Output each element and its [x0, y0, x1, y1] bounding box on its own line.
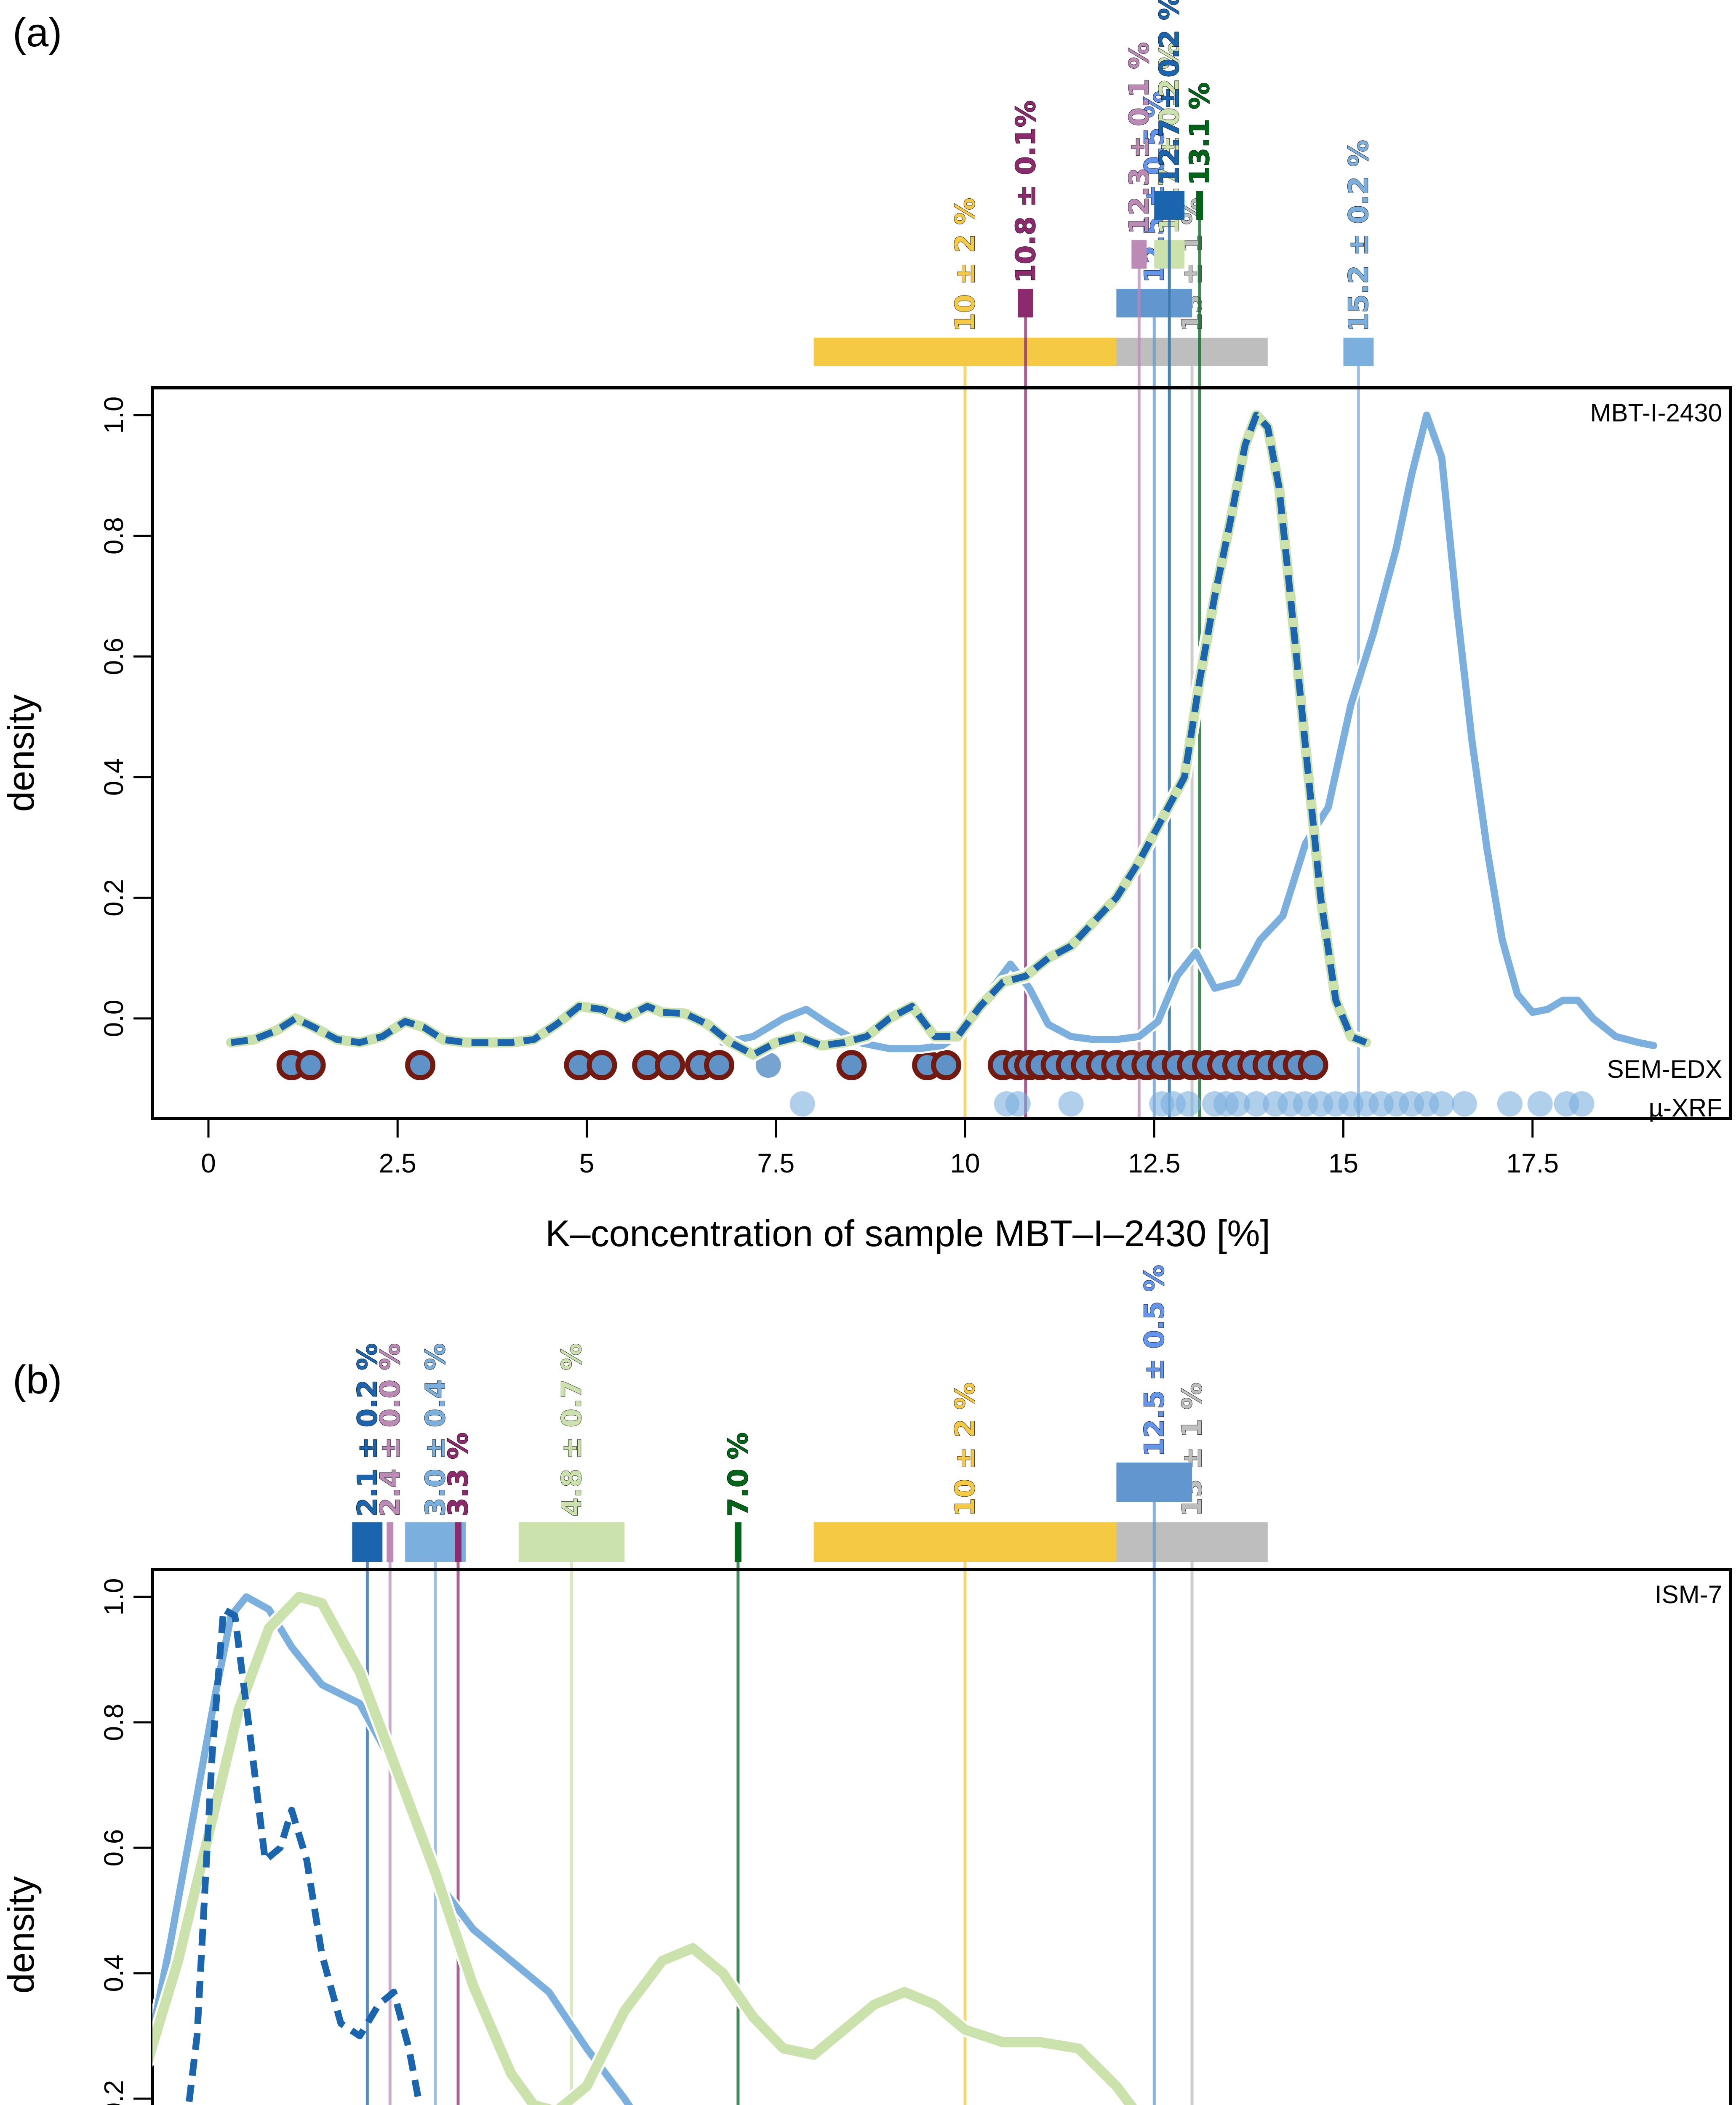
method-value-label: 12.3 ± 0.1 % [1124, 42, 1155, 234]
panel-b: (b)10 ± 2 % 13 ± 1 %12.5 ± 0.5 %2.1 ± 0.2… [0, 1264, 1732, 2105]
microxrf-point [1527, 1091, 1553, 1116]
semedx-density-curve [230, 412, 1368, 1058]
row-label-microxrf: µ-XRF [1648, 1094, 1722, 1122]
method-bar [1154, 191, 1185, 220]
y-tick-label: 0.8 [99, 1704, 129, 1741]
method-bar [734, 1522, 741, 1562]
method-value-label: 2.4 ± 0.0 % [375, 1343, 406, 1516]
y-tick-label: 0.4 [99, 1955, 129, 1992]
x-tick-label: 0 [201, 1148, 216, 1178]
semedx-point [755, 1052, 781, 1078]
x-tick-label: 17.5 [1506, 1148, 1559, 1178]
reference-bar [1116, 338, 1268, 366]
y-tick-label: 0.2 [99, 879, 129, 917]
sample-label: MBT-I-2430 [1590, 399, 1722, 427]
luminescent-density-curve [152, 1592, 1137, 2105]
plot-box [151, 386, 1732, 1120]
lum-grain-point [931, 1050, 962, 1080]
panel-label: (b) [13, 1357, 62, 1402]
method-value-label: 3.0 ± 0.4 % [420, 1343, 451, 1516]
lum-grain-point [655, 1050, 685, 1080]
microxrf-point [1005, 1091, 1031, 1116]
microxrf-point [1176, 1091, 1201, 1116]
y-tick-label: 1.0 [99, 397, 129, 434]
microxrf-point [789, 1091, 815, 1116]
curve-halo [152, 1591, 636, 2105]
microxrf-point [1058, 1091, 1084, 1116]
x-tick-label: 5 [579, 1148, 595, 1178]
density-curves [152, 1590, 1140, 2105]
reference-bar [813, 1522, 1117, 1562]
row-label-semedx: SEM-EDX [1607, 1055, 1722, 1083]
y-tick-label: 0.6 [99, 638, 129, 675]
annotation-bars: 10 ± 2 % 13 ± 1 %12.5 ± 0.5 %2.1 ± 0.2 %2… [352, 1264, 1268, 1569]
lum-grain-point [836, 1050, 867, 1080]
microxrf-density-curve [719, 411, 1657, 1052]
y-tick-label: 0.2 [99, 2080, 129, 2105]
semedx-density-curve [185, 1606, 423, 2105]
reference-value-label: 10 ± 2 % [950, 1383, 981, 1516]
microxrf-point [1497, 1091, 1523, 1116]
reference-bar [813, 338, 1117, 366]
sample-label: ISM-7 [1655, 1580, 1722, 1609]
method-bar [1196, 191, 1203, 220]
method-bar [1018, 289, 1033, 317]
x-tick-label: 2.5 [379, 1148, 416, 1178]
method-value-label: 3.3 % [443, 1432, 474, 1516]
reference-value-label: 10 ± 2 % [950, 198, 981, 332]
method-value-label: 4.8 ± 0.7 % [557, 1343, 588, 1516]
lum-grain-point [704, 1050, 734, 1080]
method-bar [1343, 338, 1374, 366]
plot-box [151, 1568, 1732, 2105]
reference-bar [1116, 289, 1192, 317]
y-tick-label: 0.8 [99, 517, 129, 554]
microxrf-point [1224, 1091, 1250, 1116]
y-axis-title: density [0, 695, 42, 812]
method-value-label: 2.1 ± 0.2 % [352, 1343, 383, 1516]
method-value-label: 13.1 % [1184, 83, 1216, 185]
x-tick-label: 15 [1328, 1148, 1358, 1178]
annotation-bars: 10 ± 2 % 13 ± 1 %12.5 ± 0.5 %10.8 ± 0.1% 1… [813, 0, 1375, 388]
reference-bar [1116, 1522, 1268, 1562]
microxrf-point [1569, 1091, 1595, 1116]
lum-grain-point [405, 1050, 436, 1080]
density-curves [224, 408, 1659, 1062]
y-tick-label: 0.4 [99, 758, 129, 796]
y-axis-title: density [0, 1876, 42, 1994]
method-value-label: 15.2 ± 0.2 % [1343, 140, 1374, 332]
microxrf-density-curve [152, 1593, 633, 2105]
lum-grain-point [587, 1050, 617, 1080]
reference-bar [1116, 1463, 1192, 1502]
method-value-label: 12.7 ± 0.2 % [1154, 0, 1185, 185]
x-axis-title: K–concentration of sample MBT–I–2430 [%] [545, 1212, 1270, 1254]
method-bar [455, 1522, 462, 1562]
y-tick-label: 0.0 [99, 1000, 129, 1037]
method-bar [1131, 240, 1147, 269]
x-tick-label: 7.5 [757, 1148, 795, 1178]
y-tick-label: 0.6 [99, 1829, 129, 1867]
method-bar [518, 1522, 625, 1562]
lum-grain-point [1298, 1050, 1328, 1080]
method-value-label: 7.0 % [723, 1432, 754, 1516]
lum-grain-point [295, 1050, 326, 1080]
method-bar [387, 1522, 394, 1562]
point-rows [276, 1050, 1595, 1116]
microxrf-point [1243, 1091, 1269, 1116]
x-tick-label: 10 [950, 1148, 980, 1178]
microxrf-point [1452, 1091, 1477, 1116]
method-value-label: 10.8 ± 0.1% [1011, 100, 1042, 283]
reference-value-label: 12.5 ± 0.5 % [1139, 1265, 1170, 1457]
panel-a: (a) 10 ± 2 % 13 ± 1 %12.5 ± 0.5 %10.8 ± 0.… [0, 0, 1732, 1254]
x-tick-label: 12.5 [1128, 1148, 1181, 1178]
microxrf-point [1429, 1091, 1455, 1116]
method-bar [352, 1522, 383, 1562]
y-tick-label: 1.0 [99, 1578, 129, 1616]
panel-label: (a) [13, 10, 62, 55]
